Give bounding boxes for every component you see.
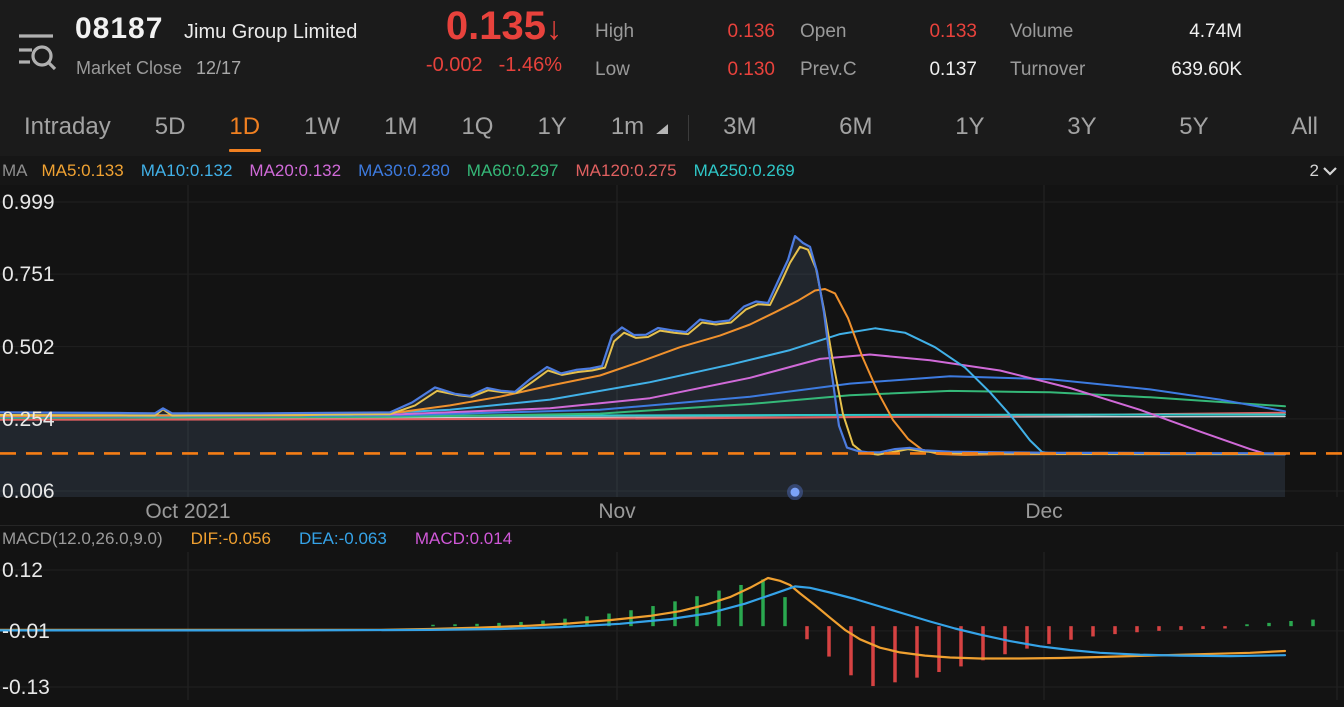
search-list-icon[interactable]: [13, 27, 59, 75]
tab-dropdown-triangle-icon[interactable]: [656, 124, 669, 134]
tab-1m[interactable]: 1M: [384, 113, 418, 140]
stock-code: 08187: [75, 12, 164, 45]
period-tab-bar: Intraday 5D 1D 1W 1M 1Q 1Y 1m 3M 6M 1Y 3Y 5Y All: [0, 100, 1344, 156]
change-value: -0.002: [425, 54, 483, 76]
price-chart-canvas[interactable]: [0, 185, 1344, 500]
macd-legend-item: DEA:-0.063: [298, 529, 387, 548]
price-x-tick: Nov: [598, 500, 636, 523]
macd-legend-item: DIF:-0.056: [190, 529, 271, 548]
stat-label-open: Open: [800, 21, 847, 42]
price-y-tick: 0.502: [2, 335, 55, 359]
price-y-tick: 0.006: [2, 480, 55, 503]
tab-3y[interactable]: 3Y: [1067, 113, 1097, 140]
ma-value-ma30: MA30:0.280: [358, 160, 450, 180]
price-x-tick: Oct 2021: [145, 500, 231, 523]
tab-5y[interactable]: 5Y: [1179, 113, 1209, 140]
ma-value-ma120: MA120:0.275: [575, 160, 677, 180]
last-price: 0.135↓: [445, 4, 562, 48]
macd-params: MACD(12.0,26.0,9.0): [2, 529, 163, 548]
tab-intraday[interactable]: Intraday: [24, 113, 111, 140]
tab-group-divider: [688, 115, 690, 141]
price-y-tick: 0.254: [2, 407, 55, 431]
tab-5d[interactable]: 5D: [154, 113, 186, 140]
stock-header: 08187 Jimu Group Limited Market Close 12/…: [0, 0, 1344, 100]
ma-value-ma250: MA250:0.269: [693, 160, 795, 180]
indicator-page-count: 2: [1309, 160, 1319, 180]
market-status-text: Market Close: [76, 58, 183, 78]
panel-separator: [0, 525, 1344, 526]
tab-all[interactable]: All: [1291, 113, 1318, 140]
stat-label-high: High: [595, 21, 635, 42]
tab-1y[interactable]: 1Y: [955, 113, 985, 140]
price-down-arrow-icon: ↓: [546, 10, 562, 46]
ma-indicator-row: MA MA5:0.133 MA10:0.132 MA20:0.132 MA30:0.2…: [0, 156, 1344, 185]
chevron-down-icon: [1323, 166, 1337, 176]
stat-label-turnover: Turnover: [1010, 59, 1086, 80]
ma-value-ma20: MA20:0.132: [249, 160, 342, 180]
tab-1q[interactable]: 1Q: [461, 113, 494, 140]
stat-label-volume: Volume: [1010, 21, 1074, 42]
stat-value-prevc: 0.137: [929, 59, 977, 80]
tab-3m[interactable]: 3M: [723, 113, 757, 140]
stat-value-low: 0.130: [727, 59, 775, 80]
macd-chart-canvas[interactable]: [0, 552, 1344, 702]
price-block: 0.135↓ -0.002 -1.46%: [300, 0, 562, 77]
market-status: Market Close 12/17: [76, 58, 241, 79]
active-tab-underline: [228, 149, 261, 152]
price-y-tick: 0.999: [2, 191, 55, 214]
stock-name: Jimu Group Limited: [184, 21, 358, 43]
ma-prefix: MA: [2, 160, 28, 180]
market-date: 12/17: [196, 58, 242, 78]
price-x-tick: Dec: [1025, 500, 1063, 523]
macd-y-tick: -0.13: [2, 676, 50, 699]
tab-1w[interactable]: 1W: [304, 113, 341, 140]
macd-legend: MACD(12.0,26.0,9.0) DIF:-0.056 DEA:-0.063 M…: [2, 526, 512, 552]
ma-value-ma60: MA60:0.297: [466, 160, 559, 180]
tab-6m[interactable]: 6M: [839, 113, 873, 140]
macd-legend-item: MACD:0.014: [414, 529, 513, 548]
indicator-page-toggle[interactable]: 2: [1310, 156, 1338, 185]
price-y-tick: 0.751: [2, 263, 55, 287]
stat-value-volume: 4.74M: [1189, 21, 1242, 42]
stat-value-high: 0.136: [727, 21, 775, 42]
stat-value-open: 0.133: [929, 21, 977, 42]
period-tabs-right: 3M 6M 1Y 3Y 5Y All: [689, 113, 1344, 143]
macd-y-tick: 0.12: [2, 559, 43, 582]
period-tabs-left: Intraday 5D 1D 1W 1M 1Q 1Y 1m: [0, 113, 669, 152]
tab-1d[interactable]: 1D: [228, 113, 261, 152]
stat-value-turnover: 639.60K: [1171, 59, 1242, 80]
stat-label-prevc: Prev.C: [800, 59, 857, 80]
ma-value-ma5: MA5:0.133: [41, 160, 124, 180]
chart-region: 0.999 0.751 0.502 0.254 0.006 Oct 2021 Nov Dec…: [0, 185, 1344, 707]
ma-values: MA5:0.133 MA10:0.132 MA20:0.132 MA30:0.280 M…: [42, 161, 812, 181]
change-percent: -1.46%: [498, 54, 562, 76]
tab-1y[interactable]: 1Y: [537, 113, 567, 140]
macd-y-tick: -0.01: [2, 619, 50, 643]
price-change: -0.002 -1.46%: [300, 54, 562, 77]
tab-1m[interactable]: 1m: [611, 113, 669, 143]
ma-value-ma10: MA10:0.132: [140, 160, 233, 180]
stat-label-low: Low: [595, 59, 630, 80]
